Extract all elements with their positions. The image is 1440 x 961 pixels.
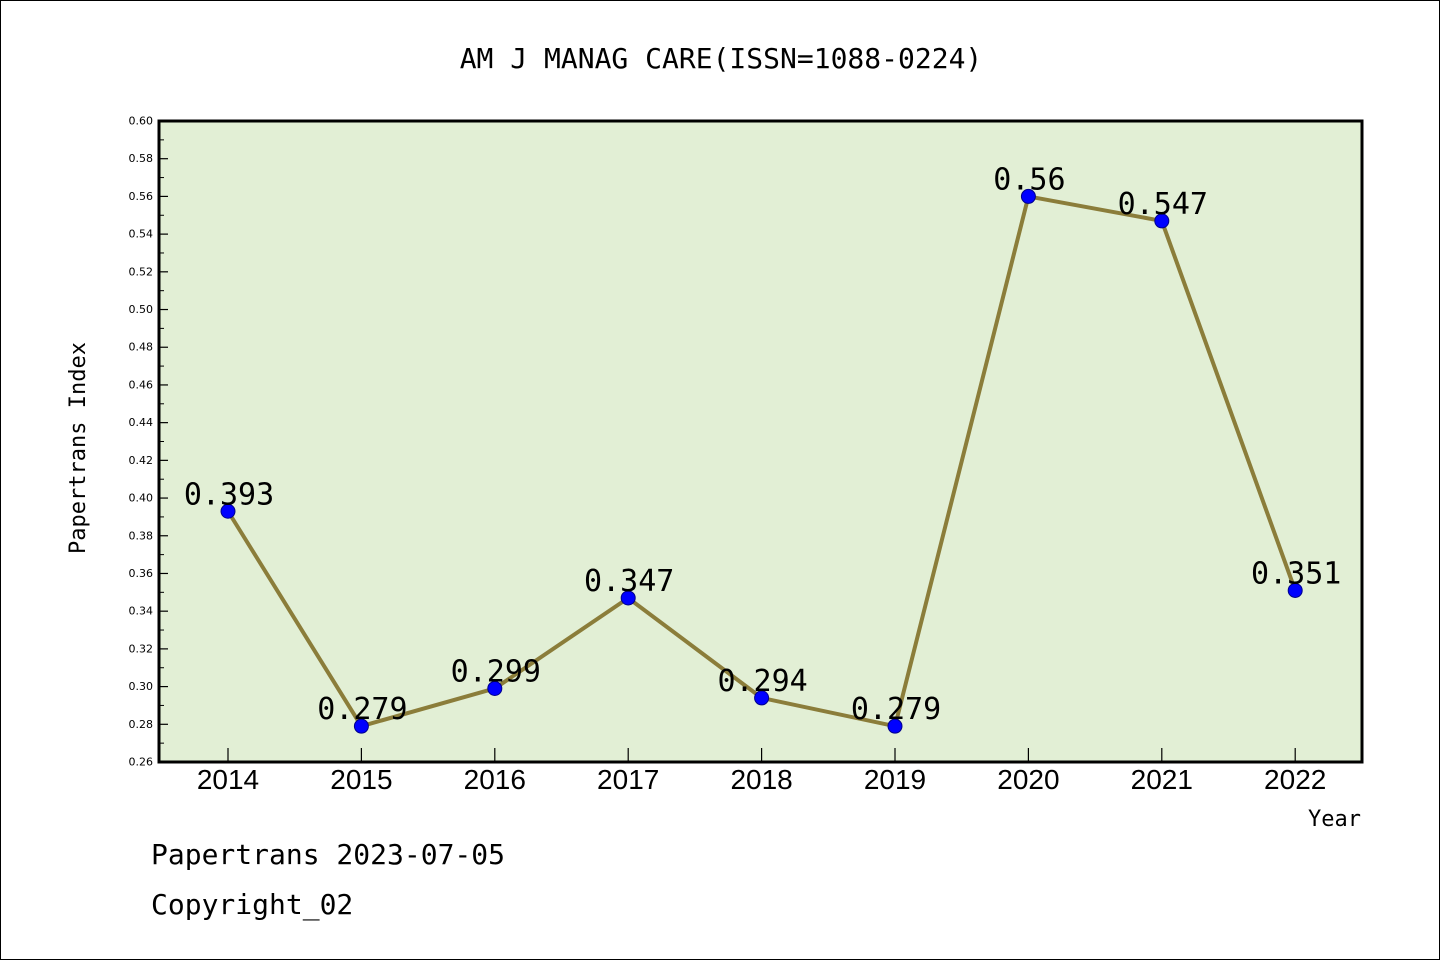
y-tick-label: 0.52 — [129, 265, 154, 278]
y-axis-ticks: 0.26 0.28 0.30 0.32 0.34 0.36 0.38 0.40 0.42 0.44… — [129, 115, 168, 769]
y-tick-label: 0.46 — [129, 378, 154, 391]
data-point — [487, 680, 503, 696]
x-tick-label: 2022 — [1264, 764, 1326, 795]
data-point — [754, 690, 770, 706]
x-tick-label: 2020 — [997, 764, 1059, 795]
y-tick-label: 0.28 — [129, 718, 154, 731]
data-point — [887, 718, 903, 734]
data-label: 0.351 — [1251, 556, 1341, 591]
x-tick-label: 2021 — [1131, 764, 1193, 795]
y-axis-label: Papertrans Index — [66, 342, 91, 554]
x-axis-label: Year — [1308, 807, 1361, 832]
y-tick-label: 0.26 — [129, 756, 154, 769]
data-point — [1154, 213, 1170, 229]
y-tick-label: 0.44 — [129, 416, 154, 429]
point-layer — [220, 188, 1303, 734]
footer-copyright: Copyright_02 — [151, 888, 353, 922]
data-label: 0.279 — [851, 692, 941, 727]
data-point — [1020, 188, 1036, 204]
data-point — [220, 503, 236, 519]
footer-date: Papertrans 2023-07-05 — [151, 838, 505, 871]
data-label: 0.347 — [584, 564, 674, 599]
data-label-layer: 0.393 0.279 0.299 0.347 0.294 0.279 0.56 0.547 0… — [184, 162, 1342, 727]
y-tick-label: 0.32 — [129, 642, 154, 655]
y-tick-label: 0.54 — [129, 228, 154, 241]
y-tick-label: 0.34 — [129, 605, 154, 618]
y-tick-label: 0.40 — [129, 492, 154, 505]
y-tick-label: 0.38 — [129, 529, 154, 542]
y-tick-label: 0.30 — [129, 680, 154, 693]
data-point — [620, 590, 636, 606]
x-tick-label: 2017 — [597, 764, 659, 795]
x-tick-label: 2016 — [464, 764, 526, 795]
x-tick-label: 2014 — [197, 764, 259, 795]
data-label: 0.279 — [317, 692, 407, 727]
y-tick-label: 0.56 — [129, 190, 154, 203]
y-tick-label: 0.60 — [129, 115, 154, 128]
y-tick-label: 0.36 — [129, 567, 154, 580]
data-label: 0.294 — [717, 664, 807, 699]
y-tick-label: 0.58 — [129, 152, 154, 165]
data-point — [1287, 582, 1303, 598]
y-tick-label: 0.42 — [129, 454, 154, 467]
data-label: 0.547 — [1118, 187, 1208, 222]
x-tick-label: 2019 — [864, 764, 926, 795]
x-tick-label: 2015 — [330, 764, 392, 795]
data-label: 0.393 — [184, 477, 274, 512]
data-label: 0.299 — [451, 654, 541, 689]
y-tick-label: 0.48 — [129, 341, 154, 354]
x-tick-label: 2018 — [730, 764, 792, 795]
x-axis-ticks: 2014 2015 2016 2017 2018 2019 2020 2021 2022 — [197, 748, 1326, 795]
data-point — [353, 718, 369, 734]
chart-title: AM J MANAG CARE(ISSN=1088-0224) — [460, 42, 983, 75]
y-tick-label: 0.50 — [129, 303, 154, 316]
data-label: 0.56 — [993, 162, 1065, 197]
